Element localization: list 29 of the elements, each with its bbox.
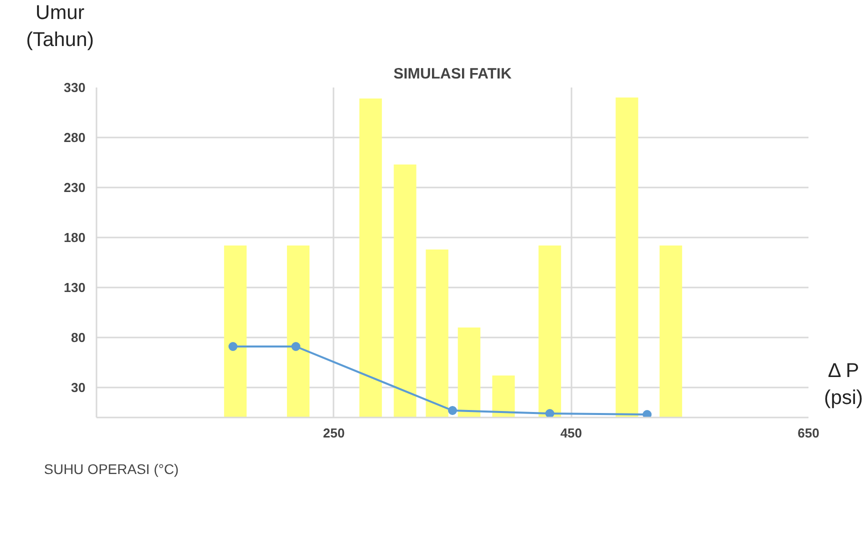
y-tick-label: 80 — [71, 330, 86, 345]
y-tick-label: 130 — [64, 280, 86, 295]
text: SUHU OPERASI (°C) — [44, 461, 179, 477]
bar — [426, 250, 448, 418]
bar — [616, 98, 638, 418]
point — [228, 342, 238, 351]
x-tick-label: 450 — [560, 426, 582, 440]
y-tick-label: 230 — [64, 180, 86, 195]
y-tick-label: 330 — [64, 80, 86, 95]
x-tick-label: 250 — [322, 426, 345, 440]
x-axis-title: Δ P (psi) — [824, 359, 863, 411]
point — [448, 406, 457, 415]
point — [642, 410, 652, 418]
bar — [492, 376, 515, 418]
x-tick-label: 650 — [798, 426, 820, 440]
bar — [359, 98, 382, 418]
bar — [286, 246, 310, 418]
y-tick-label: 180 — [64, 230, 86, 245]
chart-title: SIMULASI FATIK — [393, 66, 512, 82]
y-tick-label: 280 — [64, 130, 86, 145]
y-axis-title: Umur (Tahun) — [26, 1, 94, 53]
bar — [660, 246, 682, 418]
bar — [458, 328, 480, 418]
bar — [224, 246, 247, 418]
bar — [394, 164, 416, 418]
y-tick-label: 30 — [71, 380, 86, 395]
point — [545, 409, 554, 418]
bar — [538, 246, 562, 418]
point — [291, 342, 300, 351]
